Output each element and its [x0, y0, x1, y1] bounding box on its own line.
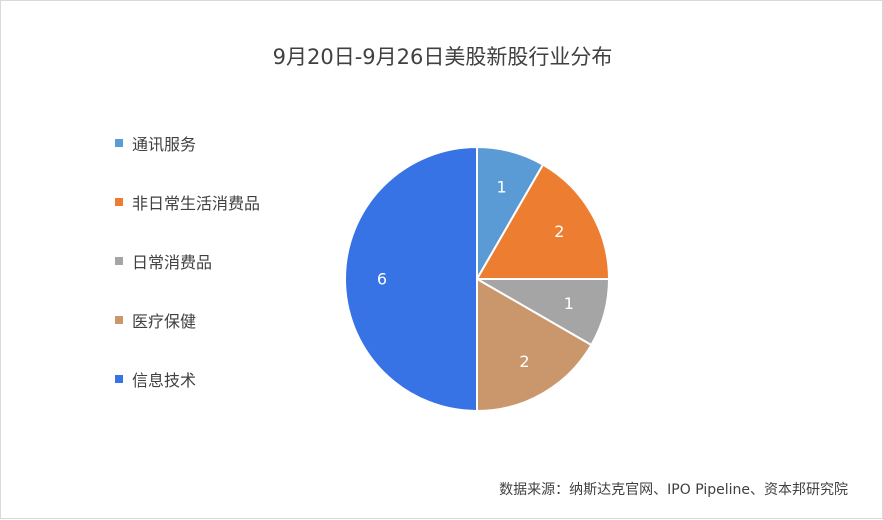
legend-swatch [115, 316, 123, 324]
legend-label: 信息技术 [132, 371, 197, 390]
legend-item: 非日常生活消费品 [115, 190, 260, 214]
legend-label: 通讯服务 [132, 135, 197, 154]
slice-data-label: 1 [564, 294, 574, 313]
legend-swatch [115, 198, 123, 206]
source-note: 数据来源：纳斯达克官网、IPO Pipeline、资本邦研究院 [499, 482, 848, 498]
legend-label: 医疗保健 [132, 312, 197, 331]
legend-item: 信息技术 [115, 367, 196, 391]
slice-data-label: 1 [497, 178, 507, 197]
legend-swatch [115, 375, 123, 383]
legend-label: 日常消费品 [132, 253, 213, 272]
legend-item: 通讯服务 [115, 131, 196, 155]
legend-item: 医疗保健 [115, 308, 196, 332]
pie-slice [476, 277, 593, 413]
legend-item: 日常消费品 [115, 249, 212, 273]
chart-title: 9月20日-9月26日美股新股行业分布 [272, 45, 613, 69]
slice-data-label: 2 [554, 222, 564, 241]
slice-data-label: 6 [377, 270, 387, 289]
pie-slice [475, 163, 611, 280]
legend-swatch [115, 139, 123, 147]
pie-slice [344, 145, 478, 413]
slice-data-label: 2 [519, 352, 529, 371]
legend-swatch [115, 257, 123, 265]
legend-label: 非日常生活消费品 [132, 194, 261, 213]
